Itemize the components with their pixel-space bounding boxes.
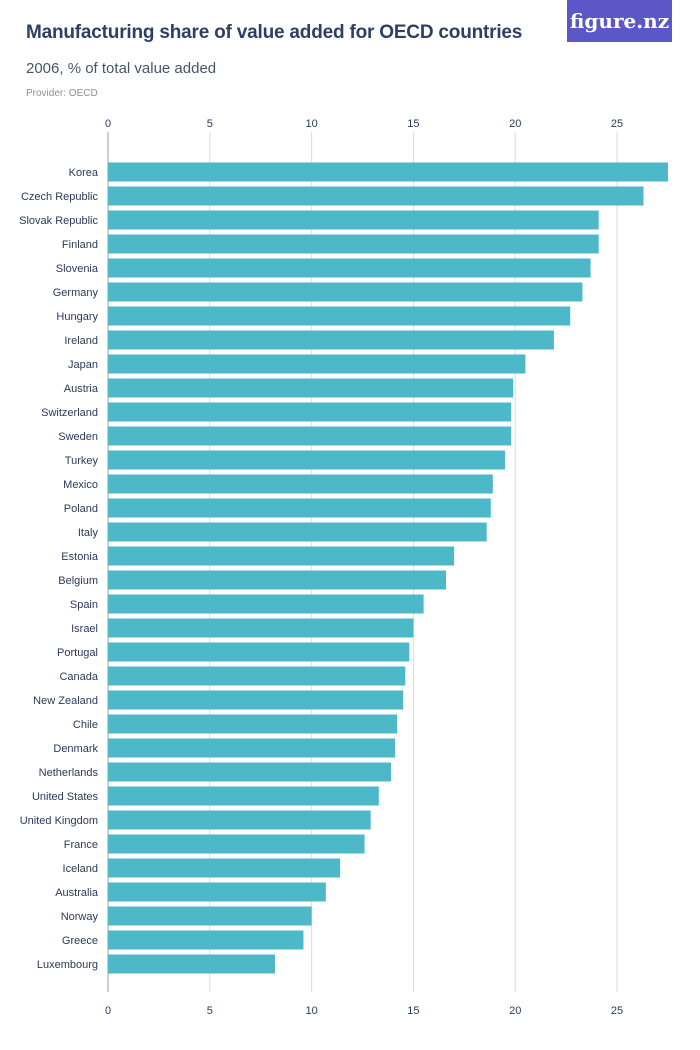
category-label: Portugal [57,647,98,659]
bar [108,786,379,806]
x-tick-label-bottom: 20 [509,1005,521,1017]
bar [108,906,312,926]
category-label: Austria [64,383,99,395]
bar [108,570,446,590]
chart-subtitle: 2006, % of total value added [26,60,217,77]
bar [108,234,599,254]
bar [108,186,644,206]
bar [108,666,406,686]
category-label: Italy [78,527,99,539]
bar [108,690,404,710]
bar [108,498,491,518]
bar [108,474,493,494]
bar [108,738,396,758]
category-label: Turkey [65,455,99,467]
bar [108,522,487,542]
category-label: Mexico [63,479,98,491]
chart-title: Manufacturing share of value added for O… [26,22,523,43]
x-tick-label-top: 10 [305,118,317,130]
bar [108,450,506,470]
bar [108,546,455,566]
bar [108,834,365,854]
bar [108,954,275,974]
bar [108,426,512,446]
x-tick-label-top: 0 [105,118,111,130]
category-label: Spain [70,599,98,611]
x-tick-label-bottom: 0 [105,1005,111,1017]
category-label: Belgium [58,575,98,587]
bar [108,258,591,278]
bar [108,762,392,782]
bar [108,714,398,734]
category-label: Luxembourg [37,959,98,971]
bar [108,858,341,878]
category-label: Greece [62,935,98,947]
x-tick-label-top: 5 [207,118,213,130]
x-tick-label-top: 15 [407,118,419,130]
category-label: Finland [62,239,98,251]
category-label: Iceland [63,863,98,875]
bar [108,378,514,398]
bar [108,594,424,614]
x-tick-label-top: 20 [509,118,521,130]
category-label: Slovenia [56,263,99,275]
category-label: Denmark [53,743,98,755]
data-provider: Provider: OECD [26,88,98,99]
category-label: Australia [55,887,99,899]
category-label: Netherlands [39,767,99,779]
bar [108,306,571,326]
figure-nz-logo[interactable]: figure.nz [567,0,672,42]
bar [108,618,414,638]
x-tick-label-bottom: 5 [207,1005,213,1017]
category-label: Ireland [64,335,98,347]
x-tick-label-bottom: 10 [305,1005,317,1017]
category-label: Japan [68,359,98,371]
category-label: United States [32,791,99,803]
x-tick-label-top: 25 [611,118,623,130]
category-label: Switzerland [41,407,98,419]
category-label: New Zealand [33,695,98,707]
bar [108,282,583,302]
bar [108,402,512,422]
x-tick-label-bottom: 25 [611,1005,623,1017]
bar [108,210,599,230]
category-label: France [64,839,98,851]
category-label: Canada [59,671,98,683]
category-label: Hungary [56,311,98,323]
bar [108,930,304,950]
category-label: United Kingdom [20,815,98,827]
category-label: Chile [73,719,98,731]
category-label: Poland [64,503,98,515]
bar [108,330,554,350]
category-label: Czech Republic [21,191,99,203]
bar [108,810,371,830]
category-label: Sweden [58,431,98,443]
category-label: Slovak Republic [19,215,98,227]
category-label: Korea [69,167,99,179]
bar [108,162,668,182]
category-label: Germany [53,287,99,299]
bar [108,354,526,374]
category-label: Norway [61,911,99,923]
category-label: Israel [71,623,98,635]
category-label: Estonia [61,551,99,563]
x-tick-label-bottom: 15 [407,1005,419,1017]
bar [108,882,326,902]
bar [108,642,410,662]
